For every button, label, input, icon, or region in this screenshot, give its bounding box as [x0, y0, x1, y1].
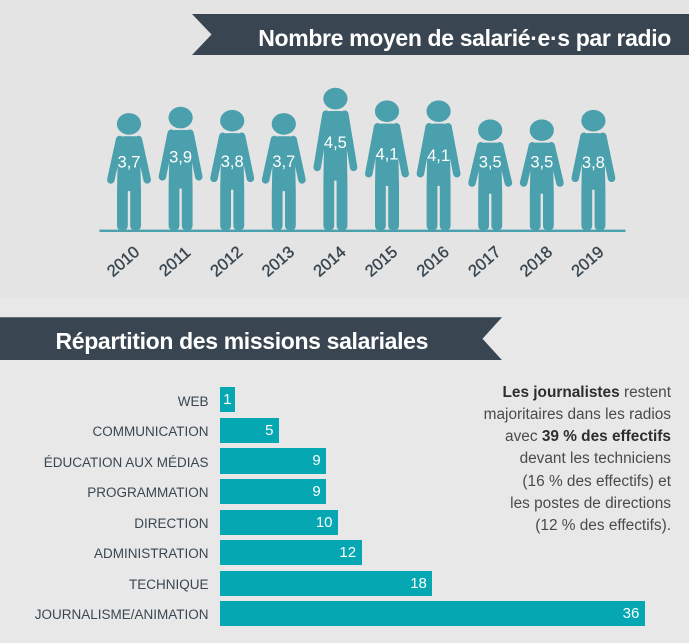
svg-text:3,7: 3,7	[118, 154, 141, 172]
svg-text:3,7: 3,7	[272, 153, 295, 171]
svg-text:3,5: 3,5	[479, 153, 502, 171]
svg-text:2015: 2015	[362, 243, 401, 281]
svg-text:2011: 2011	[156, 243, 194, 280]
svg-text:2014: 2014	[310, 243, 349, 281]
svg-text:4,5: 4,5	[324, 134, 347, 152]
svg-text:3,9: 3,9	[169, 148, 192, 166]
svg-text:3,8: 3,8	[221, 153, 244, 171]
svg-text:2017: 2017	[465, 243, 504, 281]
svg-text:2010: 2010	[104, 243, 143, 281]
svg-text:3,5: 3,5	[530, 154, 553, 172]
svg-text:4,1: 4,1	[427, 147, 450, 165]
svg-text:2018: 2018	[517, 243, 556, 281]
svg-text:2013: 2013	[259, 243, 298, 281]
svg-text:2019: 2019	[568, 243, 607, 281]
svg-text:3,8: 3,8	[582, 154, 605, 172]
svg-text:2012: 2012	[207, 243, 246, 281]
svg-text:2016: 2016	[413, 243, 452, 281]
svg-text:4,1: 4,1	[376, 146, 399, 164]
